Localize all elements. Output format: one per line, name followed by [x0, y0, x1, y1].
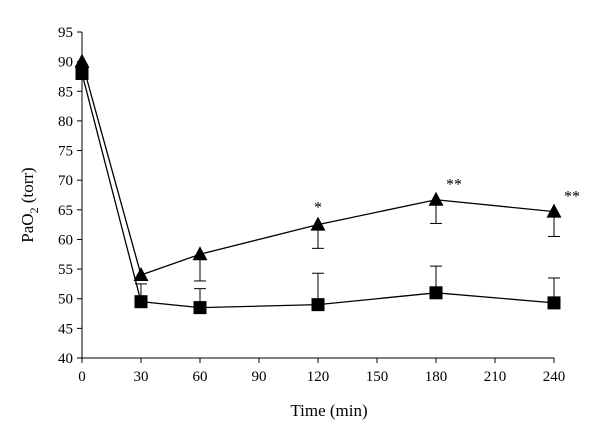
y-tick-label: 50	[58, 292, 73, 308]
data-point-triangle	[133, 267, 149, 282]
data-point-square	[75, 66, 89, 80]
x-tick-label: 180	[425, 369, 448, 385]
significance-marker: **	[564, 189, 580, 206]
series-line-triangle	[81, 61, 555, 276]
data-point-triangle	[428, 191, 444, 206]
y-tick-label: 45	[58, 321, 73, 337]
annotations: *****	[314, 177, 580, 217]
y-tick-label: 60	[58, 232, 73, 248]
y-axis-label-unit: (torr)	[18, 167, 37, 207]
x-tick-label: 90	[252, 369, 267, 385]
series-lines	[81, 61, 555, 309]
data-point-square	[193, 301, 207, 315]
series-line-square	[81, 73, 555, 309]
significance-marker: *	[314, 200, 322, 217]
y-tick-label: 55	[58, 262, 73, 278]
markers	[74, 53, 562, 315]
data-point-square	[311, 298, 325, 312]
data-point-triangle	[74, 53, 90, 68]
y-axis-label-subscript: 2	[27, 207, 41, 213]
y-tick-label: 95	[58, 25, 73, 41]
y-tick-label: 90	[58, 55, 73, 71]
data-point-square	[547, 296, 561, 310]
data-point-triangle	[310, 216, 326, 231]
x-tick-label: 240	[543, 369, 566, 385]
data-point-triangle	[192, 246, 208, 261]
x-tick-label: 0	[78, 369, 86, 385]
data-point-square	[134, 295, 148, 309]
significance-marker: **	[446, 177, 462, 194]
y-axis-label: PaO2 (torr)	[18, 167, 41, 242]
x-tick-label: 150	[366, 369, 389, 385]
data-point-triangle	[546, 203, 562, 218]
x-tick-label: 120	[307, 369, 330, 385]
y-tick-label: 40	[58, 351, 73, 367]
y-axis-label-main: PaO	[18, 213, 37, 242]
x-tick-label: 210	[484, 369, 507, 385]
x-axis: 0 30 60 90 120 150 180 210 240	[78, 357, 566, 385]
data-point-square	[429, 286, 443, 300]
y-tick-label: 80	[58, 114, 73, 130]
y-tick-label: 70	[58, 173, 73, 189]
y-tick-label: 75	[58, 144, 73, 160]
y-tick-label: 85	[58, 84, 73, 100]
y-axis: 40 45 50 55 60 65 70 75 80 85 90 95	[58, 25, 83, 367]
y-tick-label: 65	[58, 203, 73, 219]
x-tick-label: 60	[193, 369, 208, 385]
x-tick-label: 30	[134, 369, 149, 385]
x-axis-label: Time (min)	[290, 401, 367, 420]
